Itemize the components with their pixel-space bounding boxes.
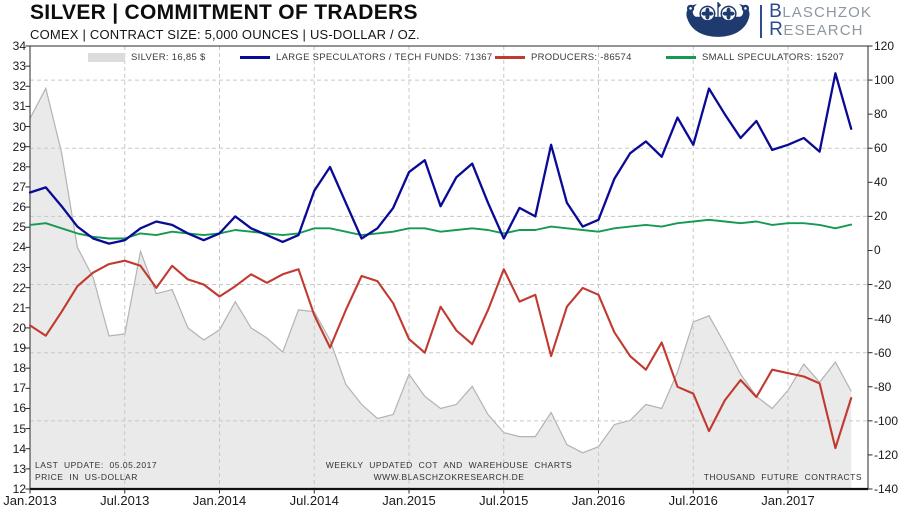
website-note: WWW.BLASCHZOKRESEARCH.DE <box>373 471 525 482</box>
left-axis-label: 14 <box>12 441 26 456</box>
right-axis-label: -100 <box>874 413 899 428</box>
silver-price-area-edge <box>29 86 852 454</box>
brand-logo: BLASCHZOK RESEARCH <box>683 2 872 40</box>
viking-ship-icon <box>686 2 750 37</box>
shield-icon <box>699 5 716 22</box>
left-axis-label: 29 <box>12 139 26 154</box>
footnote-center: WEEKLY UPDATED COT AND WAREHOUSE CHARTS … <box>30 460 868 483</box>
right-axis-label: 20 <box>874 209 888 224</box>
left-axis-label: 25 <box>12 220 26 235</box>
weekly-update-note: WEEKLY UPDATED COT AND WAREHOUSE CHARTS <box>325 460 573 470</box>
legend-label: SMALL SPECULATORS: 15207 <box>702 51 845 63</box>
last-update-note: LAST UPDATE: 05.05.2017 <box>35 460 158 470</box>
right-axis-unit-note: THOUSAND FUTURE CONTRACTS <box>703 471 862 482</box>
left-axis-label: 32 <box>12 79 26 94</box>
small-speculators-line <box>29 218 853 240</box>
left-axis-label: 27 <box>12 179 26 194</box>
left-axis-label: 28 <box>12 159 26 174</box>
legend-swatch <box>495 55 525 59</box>
left-axis-label: 26 <box>12 200 26 215</box>
legend-label: LARGE SPECULATORS / TECH FUNDS: 71367 <box>276 51 493 63</box>
right-axis-label: 0 <box>874 243 881 258</box>
legend-swatch <box>240 55 270 59</box>
legend-item: SILVER: 16,85 $ <box>88 51 206 63</box>
footnote-left: LAST UPDATE: 05.05.2017 PRICE IN US-DOLL… <box>35 460 157 483</box>
right-axis-label: 80 <box>874 107 888 122</box>
brand-name: BLASCHZOK RESEARCH <box>769 1 872 40</box>
legend-swatch <box>88 52 125 62</box>
shield-icon <box>720 5 737 22</box>
brand-rest-2: ESEARCH <box>783 22 864 39</box>
left-axis-label: 13 <box>12 461 26 476</box>
brand-initial-2: R <box>769 19 784 40</box>
left-axis-label: 20 <box>12 320 26 335</box>
x-axis-label: Jul.2014 <box>289 493 339 508</box>
left-axis-label: 19 <box>12 341 26 356</box>
x-axis-label: Jul.2016 <box>668 493 718 508</box>
legend-label: PRODUCERS: -86574 <box>531 51 632 63</box>
left-axis-label: 16 <box>12 401 26 416</box>
right-axis-label: -140 <box>874 482 899 496</box>
right-axis-label: -60 <box>874 345 892 360</box>
right-axis-label: 40 <box>874 175 888 190</box>
left-axis-label: 15 <box>12 421 26 436</box>
x-axis-label: Jan.2016 <box>571 493 626 508</box>
x-axis-label: Jan.2013 <box>3 493 57 508</box>
right-axis-label: -20 <box>874 277 892 292</box>
left-axis-label: 30 <box>12 119 26 134</box>
x-axis-label: Jan.2015 <box>382 493 436 508</box>
left-axis-label: 31 <box>12 99 26 114</box>
left-axis-label: 21 <box>12 300 26 315</box>
right-axis-label: -80 <box>874 379 892 394</box>
right-axis-label: 100 <box>874 73 895 88</box>
legend-item: SMALL SPECULATORS: 15207 <box>666 51 844 63</box>
left-axis-label: 17 <box>12 381 26 396</box>
legend-item: LARGE SPECULATORS / TECH FUNDS: 71367 <box>240 51 492 63</box>
x-axis-label: Jul.2015 <box>479 493 529 508</box>
legend-label: SILVER: 16,85 $ <box>131 51 206 63</box>
brand-initial-1: B <box>769 1 783 22</box>
left-axis-label: 33 <box>12 59 26 74</box>
brand-rest-1: LASCHZOK <box>782 4 872 21</box>
right-axis-label: -120 <box>874 447 899 462</box>
logo-divider <box>760 4 763 38</box>
left-axis-unit-note: PRICE IN US-DOLLAR <box>35 471 138 482</box>
legend-item: PRODUCERS: -86574 <box>495 51 632 63</box>
x-axis-label: Jan.2014 <box>192 493 247 508</box>
x-axis-label: Jul.2013 <box>100 493 150 508</box>
large-speculators-tech-funds-line <box>28 72 853 245</box>
right-axis-label: 60 <box>874 141 888 156</box>
left-axis-label: 22 <box>12 280 26 295</box>
right-axis-label: -40 <box>874 311 892 326</box>
legend-swatch <box>666 55 696 59</box>
page-subtitle: COMEX | CONTRACT SIZE: 5,000 OUNCES | US… <box>30 27 420 42</box>
x-axis-label: Jan.2017 <box>761 493 815 508</box>
left-axis-label: 12 <box>12 482 26 496</box>
left-axis-label: 18 <box>12 361 26 376</box>
right-axis-label: 120 <box>874 39 895 53</box>
page-title: SILVER | COMMITMENT OF TRADERS <box>30 1 418 24</box>
left-axis-label: 24 <box>12 240 26 255</box>
left-axis-label: 34 <box>12 39 26 53</box>
silver-price-area <box>30 88 852 490</box>
left-axis-label: 23 <box>12 260 26 275</box>
producers-line <box>28 259 853 450</box>
